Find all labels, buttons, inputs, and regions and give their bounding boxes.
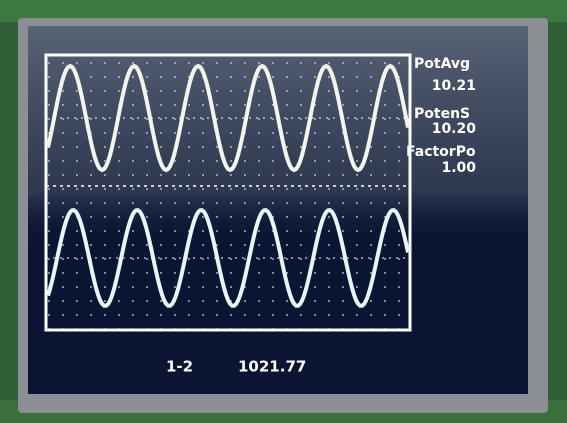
grid-dots <box>46 55 410 330</box>
readout-value: 10.20 <box>432 121 477 137</box>
readout-label: PotenS <box>414 106 470 122</box>
readout-value: 1.00 <box>441 160 476 176</box>
page: PotAvg 10.21 PotenS 10.20 FactorPo 1.00 … <box>0 0 567 423</box>
channel-label: 1-2 <box>166 358 193 376</box>
readout-label: FactorPo <box>406 144 476 160</box>
reading: 1021.77 <box>238 358 306 376</box>
readout-label: PotAvg <box>414 56 470 72</box>
photo: PotAvg 10.21 PotenS 10.20 FactorPo 1.00 … <box>0 0 567 423</box>
readout-value: 10.21 <box>432 78 476 94</box>
